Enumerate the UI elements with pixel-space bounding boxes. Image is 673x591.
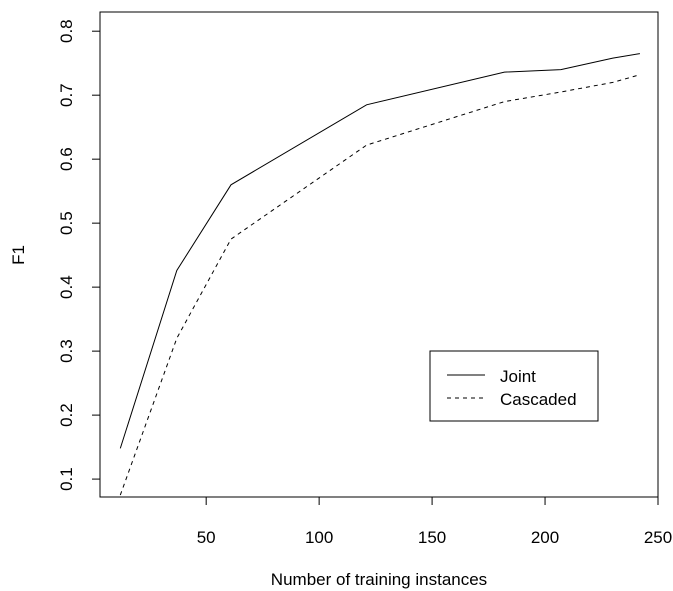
series-line-cascaded [119, 74, 641, 496]
y-tick-label: 0.5 [57, 211, 76, 235]
y-tick-label: 0.4 [57, 275, 76, 299]
y-tick-label: 0.1 [57, 467, 76, 491]
x-axis-label: Number of training instances [271, 570, 487, 589]
plot-frame [99, 11, 659, 498]
y-axis-label: F1 [9, 245, 28, 265]
series-layer [119, 53, 641, 496]
x-tick-label: 50 [197, 528, 216, 547]
series-line-joint [119, 53, 640, 449]
x-tick-label: 250 [644, 528, 672, 547]
legend-label-cascaded: Cascaded [500, 390, 577, 409]
y-tick-label: 0.8 [57, 19, 76, 43]
legend-label-joint: Joint [500, 367, 536, 386]
legend-box [429, 350, 599, 422]
legend: Joint Cascaded [429, 350, 599, 422]
y-tick-label: 0.7 [57, 83, 76, 107]
y-tick-label: 0.2 [57, 403, 76, 427]
x-axis: 50 100 150 200 250 [197, 497, 672, 547]
x-tick-label: 200 [531, 528, 559, 547]
x-tick-label: 150 [418, 528, 446, 547]
y-tick-label: 0.3 [57, 339, 76, 363]
x-tick-label: 100 [305, 528, 333, 547]
y-axis: 0.1 0.2 0.3 0.4 0.5 0.6 0.7 0.8 [57, 19, 100, 491]
y-tick-label: 0.6 [57, 147, 76, 171]
